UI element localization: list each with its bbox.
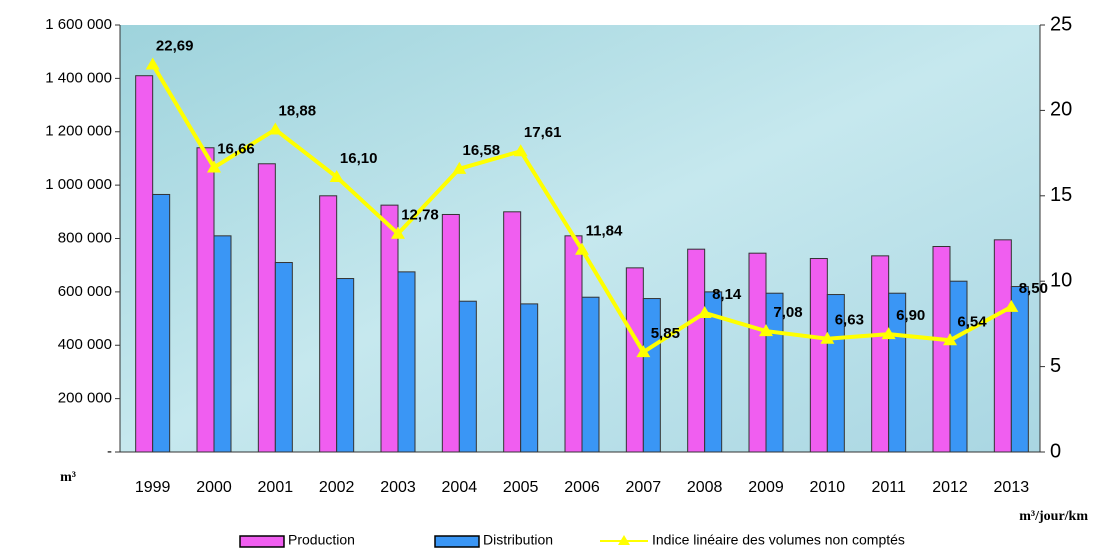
data-label: 12,78 (401, 207, 439, 224)
data-label: 6,54 (957, 313, 987, 330)
bar (136, 76, 153, 452)
bar (398, 272, 415, 452)
x-tick-label: 2004 (442, 479, 478, 496)
legend-label: Indice linéaire des volumes non comptés (652, 532, 905, 548)
legend-swatch (240, 536, 284, 547)
data-label: 6,63 (835, 312, 864, 329)
y2-tick-label: 25 (1050, 13, 1072, 35)
bar (643, 299, 660, 452)
bar (994, 240, 1011, 452)
bar (749, 253, 766, 452)
y-tick-label: 400 000 (58, 336, 112, 353)
x-tick-label: 2009 (748, 479, 784, 496)
x-tick-label: 2003 (380, 479, 416, 496)
x-tick-label: 2007 (626, 479, 662, 496)
bar (337, 279, 354, 452)
bar (381, 205, 398, 452)
bar (504, 212, 521, 452)
bar (872, 256, 889, 452)
y-tick-label: 200 000 (58, 390, 112, 407)
bar (459, 301, 476, 452)
x-tick-label: 2001 (258, 479, 294, 496)
data-label: 6,90 (896, 307, 925, 324)
bar (582, 297, 599, 452)
y-tick-label: 1 600 000 (45, 16, 112, 33)
x-tick-label: 1999 (135, 479, 171, 496)
y-tick-label: 800 000 (58, 229, 112, 246)
x-tick-label: 2013 (994, 479, 1030, 496)
data-label: 16,66 (217, 140, 255, 157)
legend-label: Distribution (483, 532, 553, 548)
y-tick-label: - (107, 443, 112, 460)
y2-tick-label: 10 (1050, 269, 1072, 291)
x-tick-label: 2006 (564, 479, 600, 496)
bar (258, 164, 275, 452)
bar (933, 247, 950, 452)
data-label: 7,08 (773, 304, 802, 321)
y2-tick-label: 5 (1050, 355, 1061, 377)
bar (320, 196, 337, 452)
y2-axis-unit: m³/jour/km (1019, 509, 1088, 524)
x-tick-label: 2000 (196, 479, 232, 496)
chart: m³ m³/jour/km - 200 000 400 000 600 000 800 … (0, 0, 1094, 552)
y-tick-label: 600 000 (58, 283, 112, 300)
bar (521, 304, 538, 452)
bar (442, 214, 459, 452)
x-tick-label: 2005 (503, 479, 539, 496)
bar (950, 281, 967, 452)
legend-label: Production (288, 532, 355, 548)
bar (275, 263, 292, 452)
data-label: 16,10 (340, 150, 378, 167)
data-label: 11,84 (586, 223, 623, 240)
bar (153, 194, 170, 452)
y-tick-label: 1 000 000 (45, 176, 112, 193)
y-tick-label: 1 200 000 (45, 123, 112, 140)
x-tick-label: 2002 (319, 479, 355, 496)
bar (214, 236, 231, 452)
x-tick-label: 2012 (932, 479, 968, 496)
bar (688, 249, 705, 452)
x-tick-label: 2010 (810, 479, 846, 496)
y-tick-label: 1 400 000 (45, 69, 112, 86)
bar (626, 268, 643, 452)
data-label: 17,61 (524, 124, 562, 141)
data-label: 18,88 (279, 102, 317, 119)
data-label: 16,58 (463, 142, 501, 159)
y2-tick-label: 20 (1050, 99, 1072, 121)
data-label: 5,85 (651, 325, 680, 342)
y2-tick-label: 15 (1050, 184, 1072, 206)
y2-tick-label: 0 (1050, 440, 1061, 462)
data-label: 8,50 (1019, 280, 1048, 297)
x-tick-label: 2011 (871, 479, 906, 496)
legend-swatch (435, 536, 479, 547)
bar (810, 259, 827, 452)
x-tick-label: 2008 (687, 479, 723, 496)
data-label: 8,14 (712, 286, 742, 303)
data-label: 22,69 (156, 37, 194, 54)
bar (565, 236, 582, 452)
y-axis-unit: m³ (60, 470, 76, 485)
bar (197, 148, 214, 452)
